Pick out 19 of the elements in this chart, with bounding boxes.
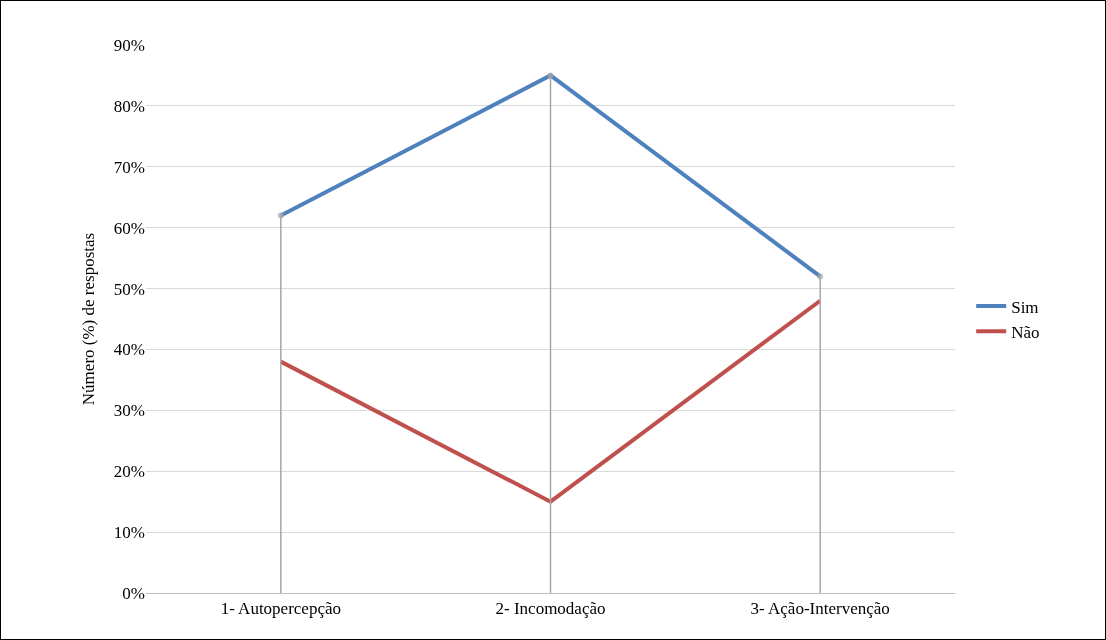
y-tick-label: 70% <box>113 157 145 177</box>
y-tick-label: 40% <box>113 340 145 360</box>
legend-label: Não <box>1011 322 1040 342</box>
y-tick-label: 50% <box>113 279 145 299</box>
y-tick-label: 10% <box>113 523 145 543</box>
point <box>547 72 554 79</box>
x-tick-label: 3- Ação-Intervenção <box>750 599 890 619</box>
y-tick-label: 20% <box>113 462 145 482</box>
y-tick-label: 0% <box>122 583 145 603</box>
point <box>277 212 284 219</box>
y-tick-label: 60% <box>113 218 145 238</box>
x-tick-label: 1- Autopercepção <box>220 599 342 619</box>
y-tick-label: 90% <box>113 35 145 55</box>
y-tick-label: 80% <box>113 96 145 116</box>
y-axis-title: Número (%) de respostas <box>79 232 99 406</box>
y-tick-label: 30% <box>113 401 145 421</box>
x-tick-label: 2- Incomodação <box>495 599 606 619</box>
legend-label: Sim <box>1011 297 1039 317</box>
point <box>817 273 824 280</box>
